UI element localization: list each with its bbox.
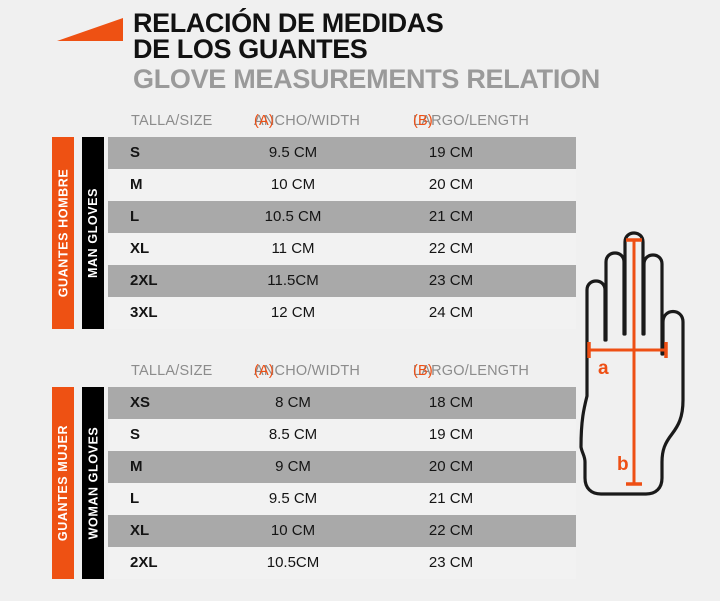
cell-width: 11.5CM bbox=[267, 272, 319, 289]
column-header-width-label: ANCHO/WIDTH bbox=[254, 113, 361, 129]
page-title-es-line2: DE LOS GUANTES bbox=[133, 34, 368, 64]
table-row: S 8.5 CM 19 CM bbox=[108, 419, 576, 451]
cell-width: 9.5 CM bbox=[268, 144, 318, 161]
table-body-man: GUANTES HOMBRE MAN GLOVES S 9.5 CM 19 CM M… bbox=[52, 137, 576, 329]
cell-width: 9 CM bbox=[275, 458, 311, 475]
table-row: M 9 CM 20 CM bbox=[108, 451, 576, 483]
cell-size: L bbox=[130, 208, 140, 225]
cell-width: 11 CM bbox=[271, 240, 315, 257]
cell-length: 23 CM bbox=[428, 554, 474, 571]
cell-length: 22 CM bbox=[428, 522, 474, 539]
table-body-woman: GUANTES MUJER WOMAN GLOVES XS 8 CM 18 CM S… bbox=[52, 387, 576, 579]
cell-size: 2XL bbox=[130, 554, 158, 571]
cell-width: 10.5CM bbox=[266, 554, 320, 571]
table-row: L 10.5 CM 21 CM bbox=[108, 201, 576, 233]
cell-size: XL bbox=[130, 240, 150, 257]
cell-length: 19 CM bbox=[428, 144, 474, 161]
cell-size: XS bbox=[130, 394, 151, 411]
table-woman-gloves: TALLA/SIZE ANCHO/WIDTH (A) LARGO/LENGTH … bbox=[52, 363, 576, 579]
cell-length: 20 CM bbox=[428, 176, 474, 193]
table-row: 3XL 12 CM 24 CM bbox=[108, 297, 576, 329]
column-headers: TALLA/SIZE ANCHO/WIDTH (A) LARGO/LENGTH … bbox=[108, 113, 576, 137]
column-header-length-mark: (B) bbox=[413, 113, 433, 129]
column-header-size: TALLA/SIZE bbox=[131, 113, 213, 129]
cell-width: 10 CM bbox=[270, 176, 316, 193]
side-label-woman-gloves: WOMAN GLOVES bbox=[82, 387, 104, 579]
hand-outline-path bbox=[579, 231, 685, 496]
table-row: XL 11 CM 22 CM bbox=[108, 233, 576, 265]
table-man-gloves: TALLA/SIZE ANCHO/WIDTH (A) LARGO/LENGTH … bbox=[52, 113, 576, 329]
length-label-b: b bbox=[617, 454, 629, 475]
cell-width: 9.5 CM bbox=[268, 490, 318, 507]
table-row: XL 10 CM 22 CM bbox=[108, 515, 576, 547]
cell-size: S bbox=[130, 426, 141, 443]
cell-length: 24 CM bbox=[428, 304, 474, 321]
column-header-length-label: LARGO/LENGTH bbox=[413, 113, 530, 129]
table-row: M 10 CM 20 CM bbox=[108, 169, 576, 201]
column-header-width-mark: (A) bbox=[254, 363, 274, 379]
side-label-man-gloves: MAN GLOVES bbox=[82, 137, 104, 329]
cell-width: 8 CM bbox=[275, 394, 311, 411]
column-header-length-label: LARGO/LENGTH bbox=[413, 363, 530, 379]
cell-length: 21 CM bbox=[428, 208, 474, 225]
cell-size: 3XL bbox=[130, 304, 158, 321]
side-label-es-text: GUANTES HOMBRE bbox=[56, 168, 71, 298]
cell-size: 2XL bbox=[130, 272, 158, 289]
orange-triangle-icon bbox=[57, 18, 123, 41]
column-header-length-mark: (B) bbox=[413, 363, 433, 379]
cell-width: 8.5 CM bbox=[268, 426, 318, 443]
cell-length: 18 CM bbox=[428, 394, 474, 411]
cell-size: L bbox=[130, 490, 140, 507]
page-title-es-line1: RELACIÓN DE MEDIDAS bbox=[133, 8, 444, 38]
title-group: RELACIÓN DE MEDIDAS DE LOS GUANTES GLOVE… bbox=[133, 8, 600, 95]
glove-outline-diagram: a b bbox=[579, 231, 685, 496]
cell-length: 22 CM bbox=[428, 240, 474, 257]
side-label-es-text: GUANTES MUJER bbox=[56, 424, 70, 542]
cell-width: 12 CM bbox=[270, 304, 316, 321]
cell-length: 19 CM bbox=[428, 426, 474, 443]
table-row: S 9.5 CM 19 CM bbox=[108, 137, 576, 169]
side-label-guantes-hombre: GUANTES HOMBRE bbox=[52, 137, 74, 329]
column-header-width-mark: (A) bbox=[254, 113, 274, 129]
cell-width: 10.5 CM bbox=[264, 208, 322, 225]
cell-size: M bbox=[130, 176, 143, 193]
page-title-en: GLOVE MEASUREMENTS RELATION bbox=[133, 64, 600, 94]
cell-size: M bbox=[130, 458, 143, 475]
cell-size: S bbox=[130, 144, 141, 161]
cell-width: 10 CM bbox=[270, 522, 316, 539]
column-header-width-label: ANCHO/WIDTH bbox=[254, 363, 361, 379]
table-row: 2XL 11.5CM 23 CM bbox=[108, 265, 576, 297]
cell-length: 21 CM bbox=[428, 490, 474, 507]
cell-length: 20 CM bbox=[428, 458, 474, 475]
side-label-guantes-mujer: GUANTES MUJER bbox=[52, 387, 74, 579]
column-headers: TALLA/SIZE ANCHO/WIDTH (A) LARGO/LENGTH … bbox=[108, 363, 576, 387]
side-label-en-text: MAN GLOVES bbox=[86, 187, 101, 279]
table-row: XS 8 CM 18 CM bbox=[108, 387, 576, 419]
side-label-en-text: WOMAN GLOVES bbox=[86, 426, 101, 540]
cell-length: 23 CM bbox=[428, 272, 474, 289]
column-header-size: TALLA/SIZE bbox=[131, 363, 213, 379]
width-label-a: a bbox=[598, 358, 609, 379]
cell-size: XL bbox=[130, 522, 150, 539]
rows-woman: XS 8 CM 18 CM S 8.5 CM 19 CM M 9 CM 20 CM L 9.5… bbox=[108, 387, 576, 579]
rows-man: S 9.5 CM 19 CM M 10 CM 20 CM L 10.5 CM 21 CM X… bbox=[108, 137, 576, 329]
table-row: 2XL 10.5CM 23 CM bbox=[108, 547, 576, 579]
table-row: L 9.5 CM 21 CM bbox=[108, 483, 576, 515]
